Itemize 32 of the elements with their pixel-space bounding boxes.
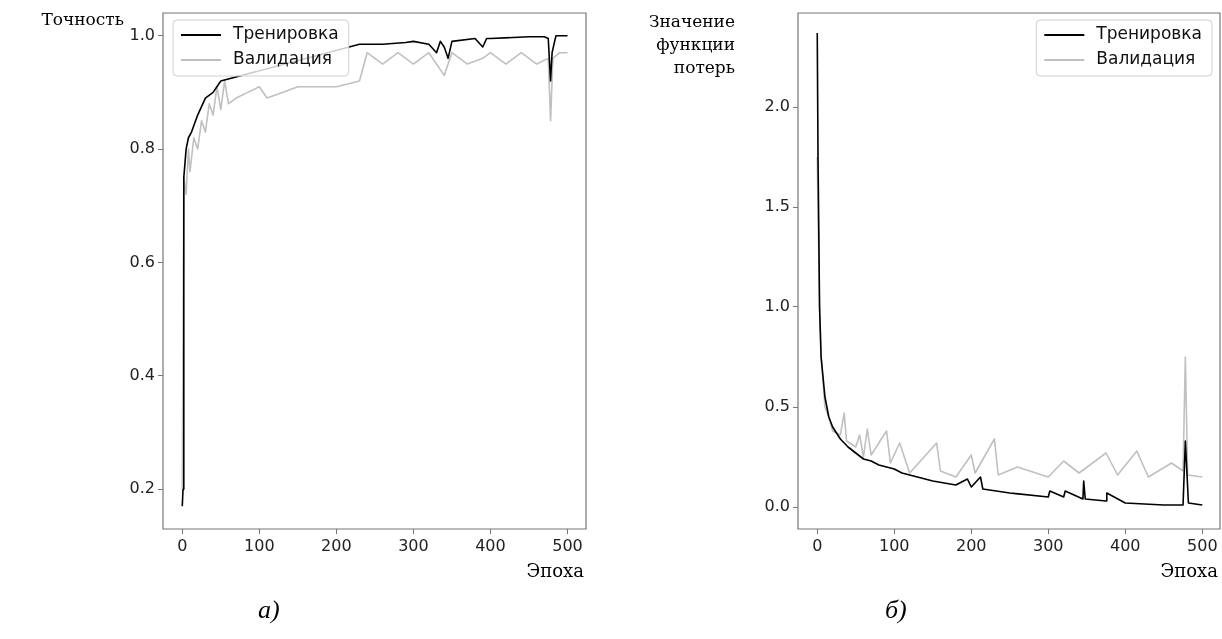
y-tick-label: 1.0 bbox=[764, 296, 790, 316]
text: б) bbox=[885, 595, 907, 625]
y-axis-title: Точность bbox=[40, 8, 124, 31]
x-tick-label: 200 bbox=[955, 535, 987, 555]
x-tick-label: 400 bbox=[1110, 535, 1141, 555]
x-tick-label: 200 bbox=[321, 535, 352, 555]
y-tick-label: 0.8 bbox=[129, 138, 155, 158]
x-tick-label: 500 bbox=[1187, 535, 1218, 555]
y-tick-label: 0.2 bbox=[129, 478, 155, 498]
text: а) bbox=[258, 595, 280, 625]
y-tick-label: 0.5 bbox=[764, 396, 790, 416]
x-axis-title: Эпоха bbox=[1160, 560, 1218, 581]
x-tick-label: 300 bbox=[398, 535, 429, 555]
legend-label: Валидация bbox=[1096, 48, 1196, 69]
y-tick-label: 0.0 bbox=[764, 496, 790, 516]
x-tick-label: 400 bbox=[475, 535, 506, 555]
legend-label: Тренировка bbox=[1095, 23, 1203, 44]
y-tick-label: 0.6 bbox=[129, 251, 155, 271]
y-tick-label: 1.5 bbox=[764, 196, 790, 216]
legend-label: Валидация bbox=[233, 48, 333, 69]
y-axis-title: Значение функции потерь bbox=[647, 10, 735, 79]
x-tick-label: 100 bbox=[244, 535, 275, 555]
x-tick-label: 500 bbox=[552, 535, 583, 555]
y-tick-label: 1.0 bbox=[129, 24, 155, 44]
legend-label: Тренировка bbox=[232, 23, 339, 44]
x-tick-label: 0 bbox=[177, 535, 188, 555]
y-tick-label: 0.4 bbox=[129, 365, 155, 385]
x-tick-label: 300 bbox=[1033, 535, 1064, 555]
x-axis-title: Эпоха bbox=[526, 560, 584, 581]
x-tick-label: 100 bbox=[878, 535, 910, 555]
x-tick-label: 0 bbox=[812, 535, 823, 555]
y-tick-label: 2.0 bbox=[764, 96, 790, 116]
